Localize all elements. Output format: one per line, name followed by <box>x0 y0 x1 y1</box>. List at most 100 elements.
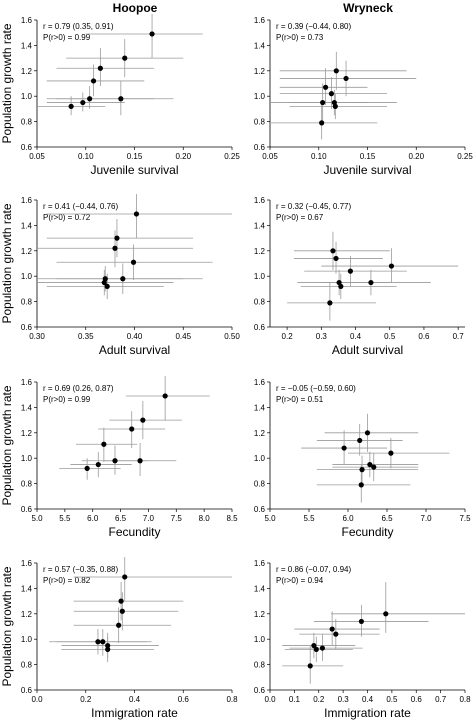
data-point <box>388 263 395 269</box>
x-tick-label: 0.15 <box>127 152 143 161</box>
data-point <box>130 259 137 265</box>
y-tick-label: 0.8 <box>21 118 33 127</box>
x-tick-label: 0.20 <box>175 152 191 161</box>
x-tick-label: 0.10 <box>311 152 327 161</box>
x-tick-label: 5.5 <box>59 514 71 523</box>
data-point <box>68 103 74 109</box>
data-points-group <box>59 376 210 480</box>
data-points-group <box>301 413 450 503</box>
y-tick-label: 0.8 <box>21 298 33 307</box>
y-tick-label: 1.2 <box>254 247 266 256</box>
x-tick-label: 0.25 <box>457 152 473 161</box>
x-tick-label: 0.05 <box>262 152 278 161</box>
data-point <box>122 574 128 580</box>
correlation-text: r = 0.32 (−0.45, 0.77) <box>276 202 351 211</box>
y-tick-label: 1.2 <box>21 429 33 438</box>
data-point <box>319 645 326 651</box>
data-points-group <box>37 194 232 300</box>
x-tick-label: 0.15 <box>360 152 376 161</box>
x-tick-label: 7.0 <box>420 514 432 523</box>
data-point <box>112 458 118 464</box>
data-point <box>347 268 353 274</box>
x-tick-label: 0.3 <box>338 695 350 704</box>
x-tick-label: 0.1 <box>289 695 301 704</box>
panel-hoopoe-immigration: 0.6 0.8 1.0 1.2 1.4 1.6 0.0 0.2 0.4 0.6 0.8 Immigra… <box>0 557 238 720</box>
data-point <box>105 642 111 649</box>
y-tick-label: 0.8 <box>254 118 266 127</box>
x-tick-label: 0.7 <box>435 695 447 704</box>
x-tick-label: 0.35 <box>78 332 94 341</box>
data-point <box>116 622 122 628</box>
correlation-text: r = −0.05 (−0.59, 0.60) <box>276 384 356 393</box>
data-point <box>330 248 336 254</box>
x-tick-label: 0.2 <box>282 332 294 341</box>
x-tick-label: 0.8 <box>459 695 471 704</box>
y-tick-label: 0.8 <box>21 480 33 489</box>
panel-hoopoe-fecundity: 0.6 0.8 1.0 1.2 1.4 1.6 5.0 5.5 6.0 6.5 7.0 7.5 8.0 8… <box>0 376 238 539</box>
y-tick-label: 1.4 <box>21 584 33 593</box>
y-tick-label: 0.6 <box>21 505 33 514</box>
x-tick-label: 0.2 <box>313 695 325 704</box>
data-point <box>140 417 146 423</box>
data-point <box>114 235 120 241</box>
x-tick-label: 7.5 <box>459 514 471 523</box>
panel-hoopoe-juvenile: 0.6 0.8 1.0 1.2 1.4 1.6 0.05 0.10 0.15 0.20 0.25 Ju… <box>0 14 240 177</box>
x-tick-label: 0.30 <box>29 332 45 341</box>
probability-text: P(r>0) = 0.99 <box>43 395 91 404</box>
y-tick-label: 0.8 <box>254 661 266 670</box>
y-tick-label: 1.2 <box>254 610 266 619</box>
y-tick-label: 1.4 <box>21 221 33 230</box>
y-axis-label: Population growth rate <box>0 203 14 323</box>
data-point <box>97 65 103 71</box>
y-tick-label: 1.6 <box>21 16 33 25</box>
data-point <box>332 103 338 109</box>
x-tick-label: 6.5 <box>115 514 127 523</box>
y-tick-label: 1.0 <box>21 92 33 101</box>
x-tick-label: 0.4 <box>362 695 374 704</box>
y-tick-label: 1.2 <box>254 67 266 76</box>
data-point <box>319 120 325 126</box>
y-tick-label: 0.6 <box>21 143 33 152</box>
data-point <box>341 445 347 451</box>
y-tick-label: 1.6 <box>21 559 33 568</box>
x-tick-label: 5.0 <box>31 514 43 523</box>
data-point <box>313 646 319 652</box>
data-point <box>320 99 326 106</box>
x-tick-label: 0.4 <box>350 332 362 341</box>
data-points-group <box>270 51 417 140</box>
correlation-text: r = 0.79 (0.35, 0.91) <box>43 22 114 31</box>
column-title-wryneck: Wryneck <box>343 1 393 15</box>
y-axis-label: Population growth rate <box>0 385 14 505</box>
data-point <box>329 626 335 632</box>
y-tick-label: 1.6 <box>254 559 266 568</box>
y-tick-label: 1.6 <box>21 196 33 205</box>
x-tick-label: 7.0 <box>143 514 155 523</box>
data-point <box>371 464 377 470</box>
x-tick-label: 7.5 <box>171 514 183 523</box>
probability-text: P(r>0) = 0.99 <box>43 33 91 42</box>
data-point <box>322 84 329 90</box>
probability-text: P(r>0) = 0.73 <box>276 33 324 42</box>
data-point <box>368 279 374 286</box>
data-points-group <box>287 231 459 321</box>
y-tick-label: 1.6 <box>254 378 266 387</box>
correlation-text: r = 0.86 (−0.07, 0.94) <box>276 565 351 574</box>
panel-wryneck-adult: 0.6 0.8 1.0 1.2 1.4 1.6 0.2 0.3 0.4 0.5 0.6 0.7 Adul… <box>254 196 465 357</box>
data-point <box>90 78 97 84</box>
x-tick-label: 5.5 <box>303 514 315 523</box>
y-tick-label: 1.6 <box>21 378 33 387</box>
data-point <box>388 450 394 456</box>
x-tick-label: 8.5 <box>226 514 238 523</box>
y-tick-label: 0.6 <box>254 143 266 152</box>
x-axis-label: Fecundity <box>108 525 160 539</box>
probability-text: P(r>0) = 0.51 <box>276 395 324 404</box>
x-tick-label: 8.0 <box>199 514 211 523</box>
y-tick-label: 1.2 <box>21 67 33 76</box>
x-tick-label: 6.0 <box>87 514 99 523</box>
panel-grid: 0.6 0.8 1.0 1.2 1.4 1.6 0.05 0.10 0.15 0.20 0.25 Ju… <box>0 14 473 720</box>
x-tick-label: 0.4 <box>129 695 141 704</box>
probability-text: P(r>0) = 0.94 <box>276 576 324 585</box>
y-tick-label: 0.6 <box>21 686 33 695</box>
y-tick-label: 0.6 <box>21 323 33 332</box>
